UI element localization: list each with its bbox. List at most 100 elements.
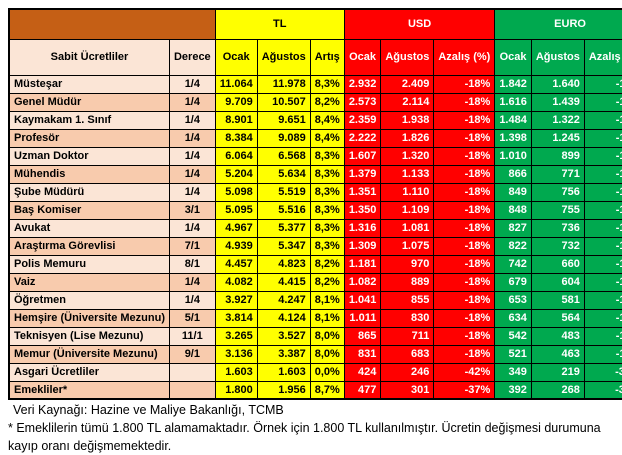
row-title-cell: Öğretmen [8,290,170,310]
row-title-cell: Profesör [8,128,170,148]
tl-agustos-cell: 4.823 [256,254,311,274]
tl-artis-cell: 8,2% [309,272,345,292]
usd-ocak-cell: 2.359 [343,110,382,130]
usd-agustos-cell: 683 [380,344,435,364]
usd-ocak-cell: 1.181 [343,254,382,274]
usd-ocak-cell: 1.607 [343,146,382,166]
tl-artis-cell: 8,0% [309,344,345,364]
euro-azalis-header: Azalış (%) [583,38,622,76]
tl-artis-cell: 8,7% [309,380,345,400]
usd-azalis-cell: -18% [433,236,496,256]
table-row: Şube Müdürü 1/4 5.098 5.519 8,3% 1.351 1… [8,182,622,202]
euro-ocak-cell: 1.842 [494,74,532,94]
row-title-cell: Vaiz [8,272,170,292]
row-title-cell: Teknisyen (Lise Mezunu) [8,326,170,346]
tl-agustos-cell: 5.347 [256,236,311,256]
table-row: Öğretmen 1/4 3.927 4.247 8,1% 1.041 855 … [8,290,622,310]
tl-artis-cell: 8,3% [309,146,345,166]
tl-group-header: TL [214,8,345,40]
row-title-cell: Şube Müdürü [8,182,170,202]
row-title-cell: Baş Komiser [8,200,170,220]
tl-artis-cell: 8,1% [309,308,345,328]
usd-agustos-cell: 301 [380,380,435,400]
table-row: Baş Komiser 3/1 5.095 5.516 8,3% 1.350 1… [8,200,622,220]
table-row: Araştırma Görevlisi 7/1 4.939 5.347 8,3%… [8,236,622,256]
tl-ocak-cell: 5.098 [214,182,258,202]
tl-ocak-cell: 8.901 [214,110,258,130]
row-derece-cell: 11/1 [168,326,216,346]
table-row: Vaiz 1/4 4.082 4.415 8,2% 1.082 889 -18%… [8,272,622,292]
usd-azalis-cell: -18% [433,182,496,202]
usd-agustos-cell: 1.075 [380,236,435,256]
euro-ocak-cell: 679 [494,272,532,292]
table-row: Kaymakam 1. Sınıf 1/4 8.901 9.651 8,4% 2… [8,110,622,130]
tl-artis-cell: 8,4% [309,110,345,130]
tl-agustos-cell: 5.377 [256,218,311,238]
usd-agustos-cell: 711 [380,326,435,346]
tl-artis-cell: 0,0% [309,362,345,382]
tl-ocak-cell: 1.603 [214,362,258,382]
table-row: Uzman Doktor 1/4 6.064 6.568 8,3% 1.607 … [8,146,622,166]
usd-agustos-cell: 889 [380,272,435,292]
euro-azalis-cell: -11% [583,92,622,112]
tl-agustos-cell: 9.089 [256,128,311,148]
row-title-cell: Araştırma Görevlisi [8,236,170,256]
euro-ocak-cell: 542 [494,326,532,346]
data-source-note: Veri Kaynağı: Hazine ve Maliye Bakanlığı… [13,403,284,417]
usd-ocak-cell: 1.041 [343,290,382,310]
usd-azalis-cell: -18% [433,218,496,238]
tl-artis-cell: 8,2% [309,92,345,112]
euro-ocak-cell: 1.010 [494,146,532,166]
tl-artis-cell: 8,1% [309,290,345,310]
euro-agustos-cell: 463 [530,344,585,364]
tl-ocak-cell: 4.082 [214,272,258,292]
tl-ocak-cell: 9.709 [214,92,258,112]
usd-ocak-cell: 424 [343,362,382,382]
euro-ocak-cell: 827 [494,218,532,238]
tl-artis-cell: 8,3% [309,164,345,184]
tl-ocak-cell: 8.384 [214,128,258,148]
tl-ocak-cell: 6.064 [214,146,258,166]
tl-agustos-cell: 5.634 [256,164,311,184]
usd-azalis-cell: -42% [433,362,496,382]
euro-agustos-cell: 219 [530,362,585,382]
row-derece-cell: 1/4 [168,92,216,112]
usd-azalis-header: Azalış (%) [433,38,496,76]
row-title-cell: Mühendis [8,164,170,184]
usd-azalis-cell: -18% [433,146,496,166]
column-header-row: Sabit Ücretliler Derece Ocak Ağustos Art… [8,38,622,76]
row-title-cell: Polis Memuru [8,254,170,274]
table-row: Hemşire (Üniversite Mezunu) 5/1 3.814 4.… [8,308,622,328]
row-derece-cell: 1/4 [168,182,216,202]
usd-azalis-cell: -18% [433,290,496,310]
table-row: Profesör 1/4 8.384 9.089 8,4% 2.222 1.82… [8,128,622,148]
euro-azalis-cell: -11% [583,218,622,238]
usd-azalis-cell: -18% [433,308,496,328]
table-row: Avukat 1/4 4.967 5.377 8,3% 1.316 1.081 … [8,218,622,238]
table-row: Müsteşar 1/4 11.064 11.978 8,3% 2.932 2.… [8,74,622,94]
row-derece-cell: 9/1 [168,344,216,364]
euro-azalis-cell: -11% [583,74,622,94]
tl-ocak-cell: 5.204 [214,164,258,184]
tl-artis-cell: 8,3% [309,182,345,202]
row-title-cell: Müsteşar [8,74,170,94]
usd-azalis-cell: -18% [433,74,496,94]
usd-agustos-cell: 1.081 [380,218,435,238]
tl-artis-header: Artış [309,38,345,76]
name-column-header: Sabit Ücretliler [8,38,170,76]
euro-azalis-cell: -11% [583,290,622,310]
usd-agustos-cell: 2.114 [380,92,435,112]
tl-ocak-cell: 3.814 [214,308,258,328]
usd-agustos-cell: 1.938 [380,110,435,130]
tl-ocak-cell: 4.457 [214,254,258,274]
row-derece-cell: 7/1 [168,236,216,256]
row-title-cell: Kaymakam 1. Sınıf [8,110,170,130]
usd-agustos-cell: 1.826 [380,128,435,148]
usd-azalis-cell: -37% [433,380,496,400]
tl-artis-cell: 8,0% [309,326,345,346]
row-derece-cell: 1/4 [168,110,216,130]
euro-ocak-cell: 822 [494,236,532,256]
usd-ocak-cell: 831 [343,344,382,364]
euro-azalis-cell: -11% [583,110,622,130]
tl-ocak-cell: 1.800 [214,380,258,400]
